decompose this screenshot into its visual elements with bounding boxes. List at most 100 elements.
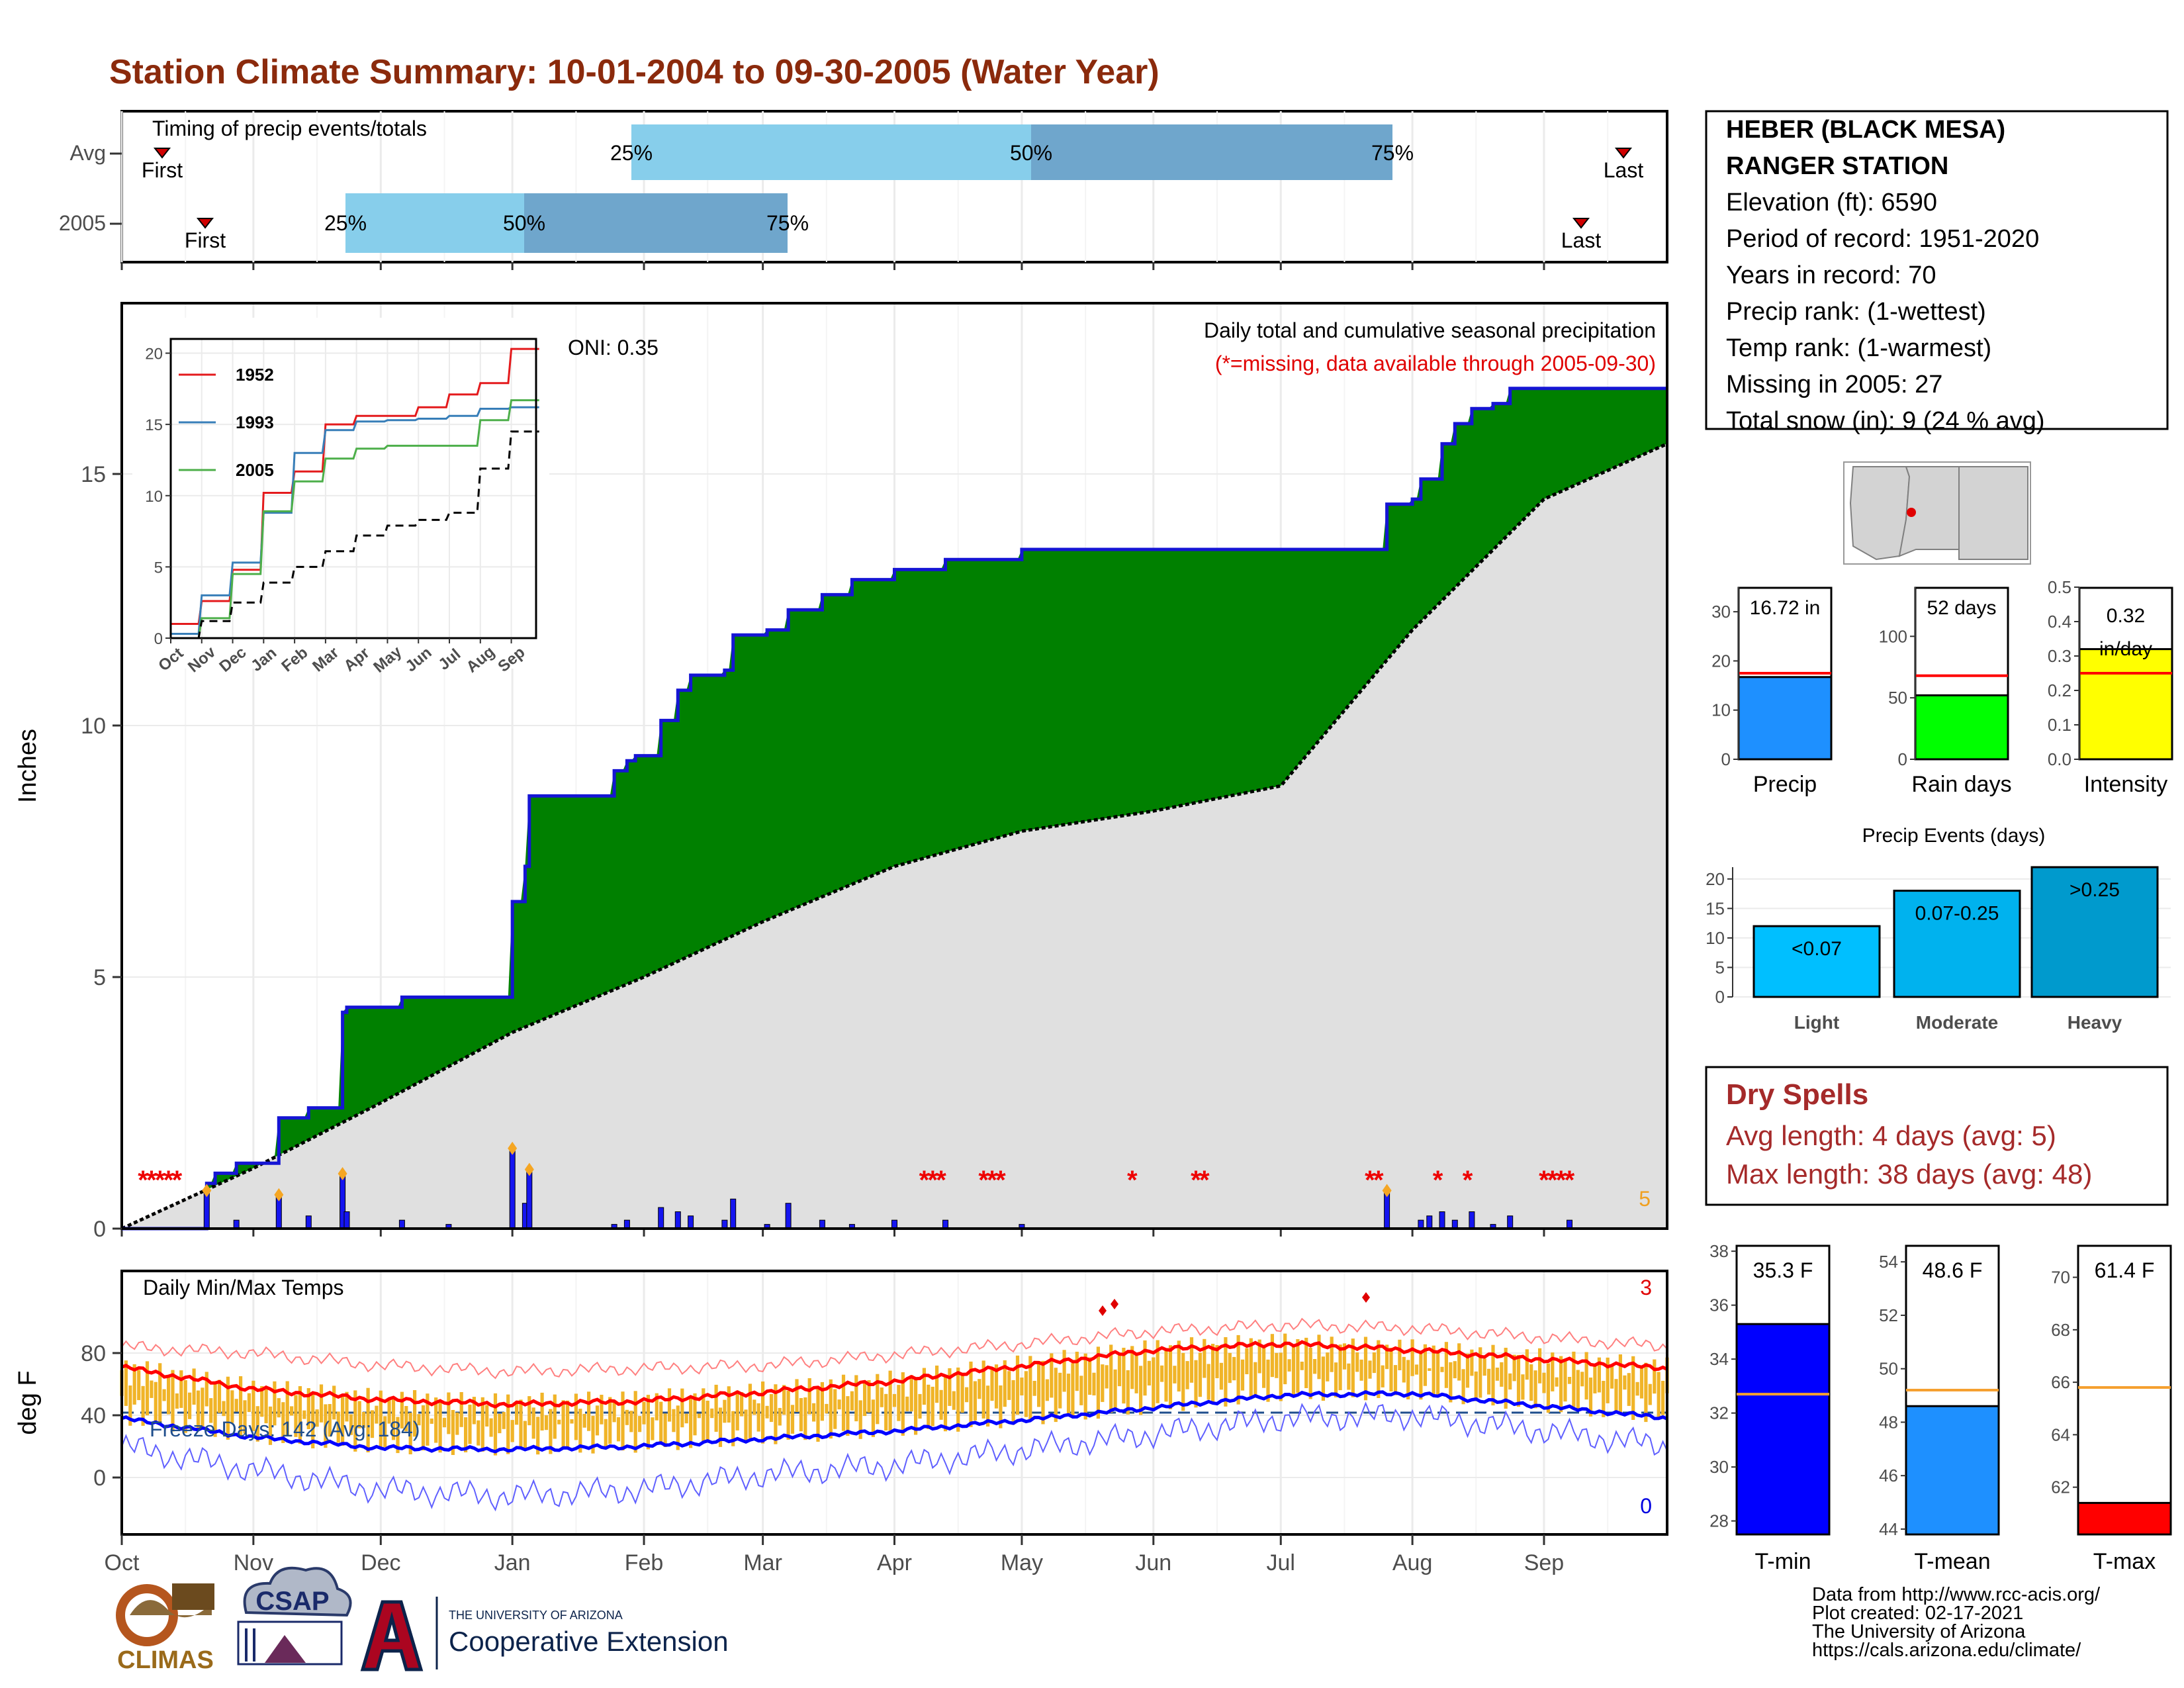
daily-temp-range-bar bbox=[1287, 1359, 1291, 1372]
daily-temp-range-bar bbox=[1203, 1338, 1206, 1378]
inset-y-tick-label: 0 bbox=[154, 630, 163, 648]
university-arizona-logo: THE UNIVERSITY OF ARIZONA Cooperative Ex… bbox=[360, 1597, 729, 1671]
avg-first-label: First bbox=[142, 158, 183, 182]
daily-temp-range-bar bbox=[854, 1375, 858, 1422]
summary-label: T-max bbox=[2093, 1549, 2156, 1574]
daily-temp-range-bar bbox=[1139, 1366, 1143, 1415]
summary-bar bbox=[2078, 648, 2173, 761]
daily-temp-range-bar bbox=[1088, 1357, 1092, 1395]
daily-temp-range-bar bbox=[1249, 1338, 1253, 1398]
daily-temp-range-bar bbox=[1279, 1352, 1283, 1401]
snow-marker bbox=[274, 1188, 284, 1201]
missing-data-mark: * bbox=[163, 1166, 174, 1195]
timing-panel: Timing of precip events/totals Avg 2005 … bbox=[59, 110, 1668, 263]
daily-temp-range-bar bbox=[1635, 1382, 1639, 1396]
daily-temp-range-bar bbox=[790, 1405, 795, 1434]
daily-temp-range-bar bbox=[1330, 1336, 1334, 1372]
daily-temp-range-bar bbox=[357, 1401, 361, 1429]
daily-temp-range-bar bbox=[217, 1380, 222, 1413]
daily-temp-range-bar bbox=[1147, 1360, 1151, 1385]
daily-temp-range-bar bbox=[774, 1384, 778, 1444]
daily-temp-range-bar bbox=[816, 1387, 820, 1442]
daily-temp-range-bar bbox=[1275, 1352, 1279, 1378]
daily-temp-range-bar bbox=[625, 1409, 629, 1425]
daily-temp-range-bar bbox=[871, 1399, 875, 1437]
daily-temp-range-bar bbox=[994, 1364, 999, 1409]
daily-temp-range-bar bbox=[375, 1405, 379, 1424]
daily-temp-range-bar bbox=[1461, 1369, 1465, 1405]
missing-data-mark: * bbox=[919, 1166, 930, 1195]
missing-data-mark: * bbox=[1547, 1166, 1558, 1195]
daily-temp-range-bar bbox=[833, 1389, 837, 1429]
daily-temp-range-bar bbox=[638, 1416, 642, 1432]
daily-temp-range-bar bbox=[1453, 1361, 1457, 1379]
daily-temp-range-bar bbox=[540, 1392, 544, 1430]
daily-temp-range-bar bbox=[723, 1399, 727, 1423]
daily-temp-range-bar bbox=[167, 1376, 171, 1415]
precip-panel-title: Daily total and cumulative seasonal prec… bbox=[1204, 318, 1656, 342]
daily-temp-range-bar bbox=[290, 1406, 294, 1416]
station-info-box: HEBER (BLACK MESA) RANGER STATION Elevat… bbox=[1705, 110, 2169, 435]
daily-temp-range-bar bbox=[306, 1388, 310, 1429]
daily-temp-range-bar bbox=[1623, 1375, 1627, 1390]
daily-temp-range-bar bbox=[1015, 1355, 1020, 1415]
station-info-line: Years in record: 70 bbox=[1726, 261, 1936, 289]
daily-temp-range-bar bbox=[1368, 1360, 1372, 1379]
missing-data-mark: * bbox=[155, 1166, 165, 1195]
month-label: Dec bbox=[361, 1550, 400, 1575]
daily-temp-range-bar bbox=[1414, 1364, 1419, 1375]
daily-temp-range-bar bbox=[1232, 1356, 1236, 1381]
daily-temp-range-bar bbox=[1606, 1357, 1610, 1403]
daily-temp-range-bar bbox=[1075, 1352, 1079, 1391]
station-name-line2: RANGER STATION bbox=[1726, 152, 1948, 180]
events-title: Precip Events (days) bbox=[1862, 825, 2046, 847]
daily-temp-range-bar bbox=[740, 1392, 744, 1417]
daily-temp-range-bar bbox=[761, 1382, 765, 1444]
daily-temp-range-bar bbox=[1359, 1359, 1363, 1381]
event-category-label: Moderate bbox=[1916, 1012, 1998, 1033]
daily-temp-range-bar bbox=[867, 1380, 871, 1413]
y2005-last-label: Last bbox=[1561, 228, 1602, 252]
daily-temp-range-bar bbox=[1024, 1371, 1028, 1417]
summary-label: T-mean bbox=[1914, 1549, 1990, 1574]
y-tick-label: 40 bbox=[81, 1403, 106, 1429]
daily-temp-range-bar bbox=[1377, 1340, 1381, 1398]
daily-temp-range-bar bbox=[1495, 1368, 1499, 1381]
daily-temp-range-bar bbox=[141, 1385, 145, 1426]
daily-temp-range-bar bbox=[213, 1381, 217, 1437]
daily-temp-range-bar bbox=[315, 1409, 319, 1427]
daily-temp-range-bar bbox=[328, 1404, 332, 1437]
y-tick-label: 100 bbox=[1879, 626, 1907, 646]
daily-precip-bar bbox=[730, 1198, 737, 1229]
daily-temp-range-bar bbox=[621, 1391, 625, 1451]
daily-temp-range-bar bbox=[1347, 1363, 1351, 1390]
summary-value: in/day bbox=[2099, 638, 2152, 660]
y-tick-label: 68 bbox=[2051, 1320, 2070, 1340]
timing-label: Timing of precip events/totals bbox=[152, 117, 427, 140]
daily-temp-range-bar bbox=[1500, 1362, 1504, 1387]
y2005-last-marker bbox=[1572, 218, 1590, 229]
missing-data-mark: * bbox=[1191, 1166, 1201, 1195]
missing-data-mark: * bbox=[1199, 1166, 1210, 1195]
location-map bbox=[1843, 461, 2031, 565]
normal-min-line bbox=[121, 1389, 1668, 1454]
daily-temp-range-bar bbox=[1326, 1352, 1330, 1382]
month-label: Jul bbox=[1267, 1550, 1295, 1575]
event-bar bbox=[1893, 890, 2021, 998]
station-info-line: Total snow (in): 9 (24 % avg) bbox=[1726, 407, 2045, 435]
daily-temp-range-bar bbox=[1113, 1369, 1117, 1410]
daily-temp-range-bar bbox=[1639, 1365, 1644, 1399]
daily-temp-range-bar bbox=[803, 1397, 807, 1440]
cooperative-extension: Cooperative Extension bbox=[449, 1626, 729, 1657]
ua-name: THE UNIVERSITY OF ARIZONA bbox=[449, 1609, 623, 1622]
dry-spells-avg: Avg length: 4 days (avg: 5) bbox=[1726, 1120, 2056, 1151]
daily-temp-range-bar bbox=[438, 1401, 442, 1453]
daily-temp-range-bar bbox=[718, 1407, 723, 1447]
daily-temp-range-bar bbox=[689, 1396, 693, 1448]
daily-temp-range-bar bbox=[1143, 1340, 1147, 1396]
daily-temp-range-bar bbox=[1054, 1368, 1058, 1423]
daily-temp-range-bar bbox=[1602, 1381, 1606, 1417]
daily-temp-range-bar bbox=[1181, 1352, 1185, 1411]
daily-temp-range-bar bbox=[1041, 1360, 1045, 1425]
avg-first-marker bbox=[153, 148, 171, 159]
